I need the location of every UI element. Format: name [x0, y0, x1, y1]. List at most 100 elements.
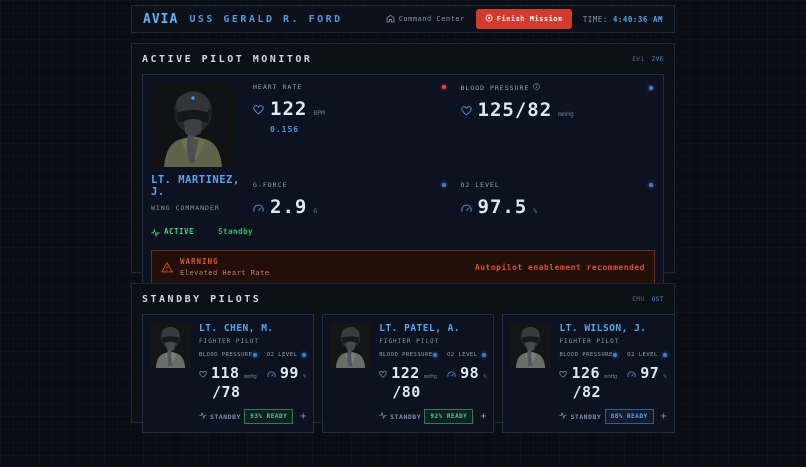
heart-icon [379, 363, 387, 382]
add-pilot-button[interactable]: + [660, 410, 667, 422]
standby-pilots-panel: STANDBY PILOTS EMU QST LT. CHEN, M. FIGH… [131, 283, 675, 433]
activity-icon [199, 411, 207, 421]
command-center-link[interactable]: Command Center [386, 14, 465, 25]
ship-name: USS GERALD R. FORD [189, 13, 343, 25]
status-dot-red [441, 85, 446, 89]
standby-status: STANDBY [199, 411, 241, 421]
o2-label: O2 LEVEL [627, 352, 658, 358]
standby-card-wilson: LT. WILSON, J. FIGHTER PILOT BLOOD PRESS… [502, 314, 675, 433]
standby-pilot-name: LT. WILSON, J. [559, 323, 647, 334]
o2-value-row: 99 % [267, 363, 306, 382]
standby-metrics: BLOOD PRESSURE 122 mmHg /80 [379, 352, 487, 401]
standby-card-patel: LT. PATEL, A. FIGHTER PILOT BLOOD PRESSU… [322, 314, 495, 433]
finish-mission-button[interactable]: Finish Mission [475, 9, 572, 29]
bp-systolic: 122 [391, 364, 420, 382]
bp-head: BLOOD PRESSURE [559, 352, 618, 358]
metric-label: G-FORCE [253, 181, 288, 189]
activity-icon [151, 222, 160, 241]
o2-level-unit: % [533, 207, 538, 215]
metric-g-force: G-FORCE 2.9 G [253, 181, 446, 241]
standby-panel-head: STANDBY PILOTS EMU QST [142, 294, 664, 305]
o2-metric: O2 LEVEL 99 % [267, 352, 307, 401]
standby-status-label: STANDBY [210, 412, 241, 421]
set-standby-button[interactable]: Standby [218, 227, 254, 236]
time-display: TIME: 4:40:36 AM [583, 15, 663, 24]
code-primary: EMU [632, 296, 645, 303]
standby-status: STANDBY [379, 411, 422, 421]
heart-rate-value: 122 [270, 98, 308, 120]
standby-status: STANDBY [559, 411, 602, 421]
add-pilot-button[interactable]: + [480, 410, 487, 422]
standby-pilot-photo [150, 323, 191, 368]
warning-recommendation: Autopilot enablement recommended [474, 262, 645, 272]
standby-pilot-role: FIGHTER PILOT [559, 338, 620, 345]
blood-pressure-value: 125/82 [477, 99, 553, 121]
o2-head: O2 LEVEL [447, 352, 487, 358]
status-dot-blue [482, 353, 487, 357]
bp-metric: BLOOD PRESSURE 126 mmHg /82 [559, 352, 618, 401]
top-header-bar: AVIA USS GERALD R. FORD Command Center F… [131, 5, 675, 33]
status-dot-blue [649, 183, 653, 187]
standby-status-label: STANDBY [570, 412, 602, 421]
active-pilot-role: WING COMMANDER [151, 204, 220, 212]
standby-metrics: BLOOD PRESSURE 126 mmHg /82 [559, 352, 667, 401]
code-secondary: QST [651, 296, 664, 303]
metric-heart-rate: HEART RATE 122 BPM 0.156 [253, 83, 446, 157]
status-dot-blue [252, 353, 257, 357]
standby-panel-code: EMU QST [632, 296, 664, 303]
metric-value-row: 125/82 mmHg [460, 99, 654, 121]
activity-icon [559, 411, 567, 421]
standby-pilot-photo [330, 323, 371, 368]
time-value: 4:40:36 AM [612, 14, 663, 24]
warning-texts: WARNING Elevated Heart Rate [180, 257, 270, 277]
warning-title: WARNING [180, 257, 219, 266]
metric-value-row: 2.9 G [253, 196, 446, 218]
code-secondary: ZVE [651, 56, 664, 63]
standby-pilot-name: LT. PATEL, A. [379, 323, 461, 334]
readiness-badge[interactable]: 88% READY [604, 409, 654, 424]
gauge-icon [253, 198, 264, 217]
status-dot-blue [433, 353, 438, 357]
active-pilot-photo [151, 83, 235, 167]
active-pilot-card: LT. MARTINEZ, J. WING COMMANDER ACTIVE S… [142, 74, 664, 293]
activity-icon [379, 411, 387, 421]
standby-cards-row: LT. CHEN, M. FIGHTER PILOT BLOOD PRESSUR… [142, 314, 675, 433]
g-force-value: 2.9 [270, 196, 308, 218]
standby-pilot-name: LT. CHEN, M. [199, 323, 274, 334]
info-icon[interactable] [533, 83, 541, 92]
gauge-icon [447, 363, 456, 382]
status-dot-blue [649, 85, 653, 90]
o2-value: 97 [640, 364, 660, 382]
bp-value-row: 122 mmHg [379, 363, 437, 382]
standby-status-label: STANDBY [390, 412, 422, 421]
active-panel-title: ACTIVE PILOT MONITOR [142, 54, 313, 65]
status-dot-blue [662, 353, 667, 357]
bp-unit: mmHg [243, 374, 257, 380]
bp-head: BLOOD PRESSURE [379, 352, 438, 358]
active-pilot-monitor-panel: ACTIVE PILOT MONITOR EV1 ZVE LT. MARTINE… [131, 43, 675, 293]
metric-head: O2 LEVEL [461, 181, 653, 189]
standby-card-content: LT. PATEL, A. FIGHTER PILOT BLOOD PRESSU… [379, 323, 487, 424]
o2-head: O2 LEVEL [627, 352, 667, 358]
bp-label: BLOOD PRESSURE [379, 352, 433, 358]
bp-systolic: 126 [571, 364, 601, 382]
status-dot-blue [441, 183, 446, 187]
standby-card-footer: STANDBY 88% READY + [559, 409, 667, 424]
add-pilot-button[interactable]: + [300, 410, 307, 422]
page-container: AVIA USS GERALD R. FORD Command Center F… [131, 0, 675, 433]
active-pilot-identity: LT. MARTINEZ, J. WING COMMANDER ACTIVE S… [151, 83, 253, 241]
bp-metric: BLOOD PRESSURE 122 mmHg /80 [379, 352, 438, 401]
standby-card-content: LT. WILSON, J. FIGHTER PILOT BLOOD PRESS… [559, 323, 667, 424]
building-icon [386, 14, 395, 25]
standby-metrics: BLOOD PRESSURE 118 mmHg /78 [199, 352, 307, 401]
bp-head: BLOOD PRESSURE [199, 352, 257, 358]
active-status-row: ACTIVE Standby [151, 222, 253, 241]
o2-value-row: 97 % [627, 363, 667, 382]
gauge-icon [627, 363, 636, 382]
status-dot-blue [613, 353, 618, 357]
finish-mission-label: Finish Mission [496, 15, 563, 23]
readiness-badge[interactable]: 93% READY [244, 409, 294, 424]
metric-value-row: 97.5 % [460, 196, 654, 218]
readiness-badge[interactable]: 92% READY [424, 409, 474, 424]
metric-label: HEART RATE [253, 83, 303, 91]
